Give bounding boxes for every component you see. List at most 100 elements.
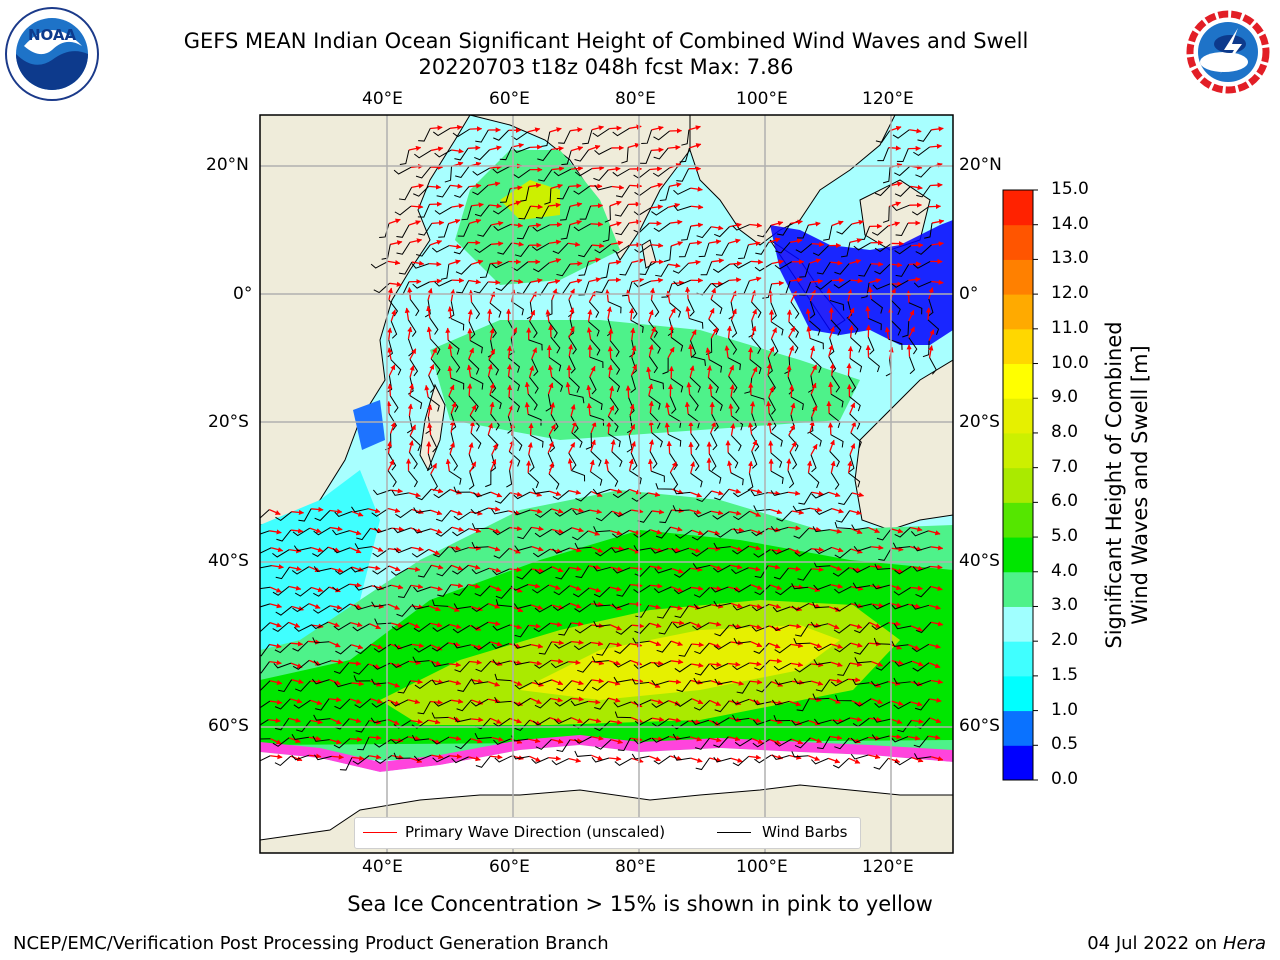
wind-barb — [730, 319, 738, 338]
wave-direction-arrow — [908, 261, 922, 267]
wave-direction-arrow — [269, 529, 282, 535]
wave-direction-arrow — [708, 239, 722, 245]
wind-barb — [913, 545, 931, 552]
wind-barb — [672, 262, 689, 274]
wind-barb — [867, 337, 875, 355]
wind-barb — [537, 149, 552, 162]
wave-direction-arrow — [469, 659, 482, 665]
wind-barb — [396, 605, 412, 617]
wind-barb — [908, 337, 918, 355]
wind-barb — [471, 567, 490, 575]
wave-direction-arrow — [871, 544, 884, 551]
wave-direction-arrow — [430, 239, 443, 246]
wave-direction-arrow — [665, 290, 672, 303]
wind-barb — [893, 587, 911, 596]
wave-direction-arrow — [729, 623, 742, 630]
wave-direction-arrow — [350, 621, 363, 628]
wind-barb — [275, 511, 292, 521]
wave-direction-arrow — [928, 329, 935, 341]
wind-barb — [429, 317, 439, 335]
wind-barb — [751, 301, 762, 318]
wave-direction-arrow — [390, 622, 404, 628]
wind-barb — [574, 624, 592, 634]
wave-direction-arrow — [865, 305, 871, 319]
shallow-sea-2 — [353, 400, 385, 450]
wind-barb — [412, 656, 430, 663]
wave-direction-arrow — [509, 491, 523, 497]
wave-direction-arrow — [688, 547, 701, 553]
wave-direction-arrow — [830, 460, 836, 473]
wave-direction-arrow — [510, 327, 518, 339]
wind-barb — [274, 642, 291, 654]
wave-direction-arrow — [749, 488, 763, 494]
wind-barb — [690, 472, 703, 488]
wave-direction-arrow — [627, 142, 641, 148]
wave-direction-arrow — [609, 642, 622, 648]
wave-direction-arrow — [311, 586, 324, 593]
wave-direction-arrow — [487, 363, 493, 377]
wave-direction-arrow — [607, 364, 613, 378]
wind-barb — [690, 433, 700, 451]
wave-direction-arrow — [849, 443, 856, 456]
wind-barb — [614, 643, 631, 654]
wave-direction-arrow — [630, 441, 636, 454]
wind-barb — [589, 414, 605, 426]
wind-barb — [774, 643, 792, 654]
wave-direction-arrow — [668, 144, 681, 151]
wind-barb — [611, 529, 630, 539]
wave-direction-arrow — [329, 604, 343, 610]
wind-barb — [354, 585, 373, 591]
wave-direction-arrow — [331, 659, 344, 665]
wind-barb — [391, 622, 409, 631]
wind-barb — [793, 527, 810, 539]
colorbar-block — [1003, 745, 1033, 781]
wave-direction-arrow — [488, 567, 502, 573]
wave-direction-arrow — [766, 363, 772, 376]
wind-barb — [418, 128, 431, 142]
wave-direction-arrow — [906, 290, 912, 303]
wind-barb — [512, 146, 530, 153]
wave-direction-arrow — [490, 641, 503, 647]
wave-direction-arrow — [591, 165, 605, 171]
wind-barb — [372, 565, 390, 575]
wave-direction-arrow — [647, 458, 654, 472]
wind-barb — [672, 505, 690, 512]
wave-direction-arrow — [747, 422, 754, 435]
wave-direction-arrow — [668, 307, 676, 319]
wind-barb — [292, 659, 310, 670]
wave-direction-arrow — [490, 491, 503, 498]
wind-barb — [594, 243, 612, 254]
footer-date-text: 04 Jul 2022 on — [1087, 933, 1223, 954]
wind-barb — [468, 358, 480, 375]
wave-direction-arrow — [428, 364, 435, 376]
wave-direction-arrow — [928, 345, 934, 358]
wind-barb — [793, 638, 811, 645]
wind-barb — [497, 242, 512, 255]
wind-barb — [689, 394, 699, 411]
wave-direction-arrow — [387, 260, 401, 266]
wind-barb — [593, 526, 611, 533]
wave-direction-arrow — [748, 240, 761, 247]
wind-barb — [650, 337, 661, 354]
wind-barb — [653, 130, 670, 141]
wave-direction-arrow — [788, 326, 796, 338]
wave-direction-arrow — [748, 545, 762, 551]
wind-barb — [532, 584, 550, 594]
wind-barb — [751, 434, 760, 452]
wind-barb — [896, 148, 909, 163]
wind-barb — [449, 453, 459, 471]
wind-barb — [560, 224, 571, 240]
wave-direction-arrow — [528, 222, 542, 228]
wind-barb — [615, 185, 631, 198]
wave-direction-arrow — [729, 222, 742, 228]
colorbar-tick-label: 0.0 — [1051, 769, 1079, 789]
wind-barb — [648, 321, 658, 338]
wind-barb — [629, 339, 636, 358]
wave-direction-arrow — [850, 278, 863, 284]
wind-barb — [434, 206, 452, 215]
wave-direction-arrow — [810, 278, 824, 284]
wave-direction-arrow — [530, 508, 543, 514]
wind-barb — [895, 264, 910, 277]
wave-direction-arrow — [650, 277, 664, 283]
